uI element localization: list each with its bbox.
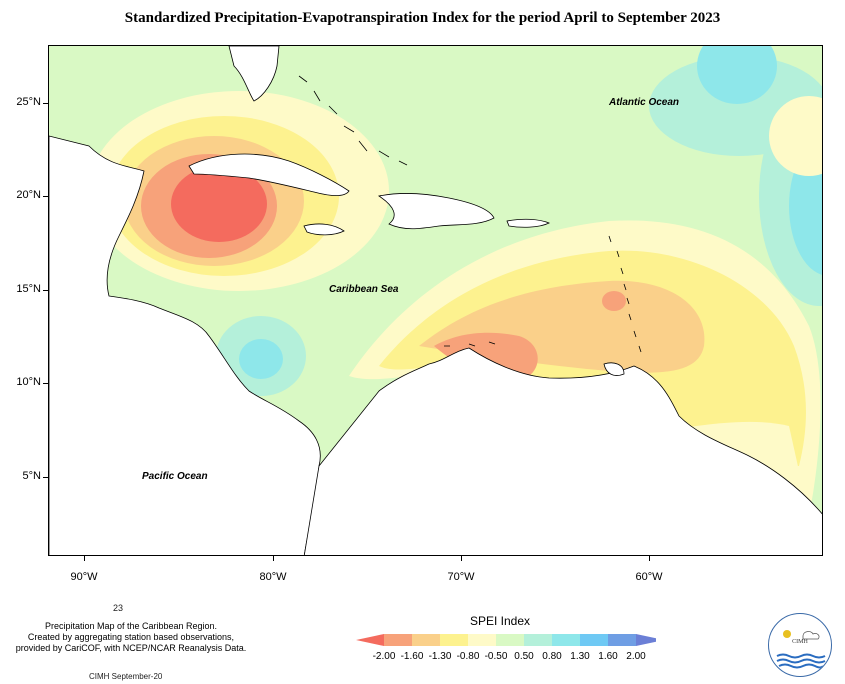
- puerto-rico: [506, 218, 550, 228]
- credits: Precipitation Map of the Caribbean Regio…: [12, 621, 250, 654]
- legend-title: SPEI Index: [469, 614, 531, 628]
- dry-zone-barbados: [602, 291, 626, 311]
- bahamas: [298, 75, 408, 166]
- legend-tick-label: 2.00: [626, 651, 646, 662]
- label-atlantic-ocean: Atlantic Ocean: [609, 97, 680, 108]
- legend-tick-label: 1.60: [598, 651, 618, 662]
- landmasses: [49, 46, 822, 555]
- small-islands: [298, 75, 642, 353]
- credits-line-3: provided by CariCOF, with NCEP/NCAR Rean…: [15, 643, 247, 653]
- credits-line-1: Precipitation Map of the Caribbean Regio…: [44, 621, 218, 631]
- sun-icon: [783, 630, 791, 638]
- lon-tick: [84, 556, 85, 561]
- legend-color-cell: [468, 634, 496, 646]
- page-number: 23: [113, 603, 124, 613]
- dry-zone-venezuela-severe: [434, 332, 538, 380]
- cimh-logo: CIMH: [768, 613, 832, 677]
- cloud-icon: [802, 631, 820, 640]
- legend-color-cell: [580, 634, 608, 646]
- jamaica: [303, 223, 345, 236]
- label-pacific-ocean: Pacific Ocean: [142, 471, 208, 482]
- lon-label-90w: 90°W: [70, 571, 98, 583]
- lat-tick: [43, 196, 48, 197]
- wave-icon: [778, 663, 824, 669]
- legend-tick-label: -2.00: [372, 651, 396, 662]
- wave-icon: [776, 653, 826, 659]
- dry-zone-cuba-extreme: [171, 166, 267, 242]
- lon-tick: [649, 556, 650, 561]
- spei-map-canvas: [49, 46, 822, 555]
- spei-map: [48, 45, 823, 556]
- wave-icon: [776, 658, 826, 664]
- legend-colorbar: [356, 634, 656, 646]
- legend-color-cell: [552, 634, 580, 646]
- legend-tick-label: -1.60: [400, 651, 424, 662]
- lon-label-60w: 60°W: [635, 571, 663, 583]
- lat-label-5n: 5°N: [22, 470, 41, 482]
- cimh-logo-graphic: [776, 630, 826, 669]
- abc-islands: [444, 341, 496, 347]
- lat-label-10n: 10°N: [16, 376, 41, 388]
- legend-tick-label: -0.80: [456, 651, 480, 662]
- legend-color-cell: [524, 634, 552, 646]
- legend-tick-label: 0.80: [542, 651, 562, 662]
- neutral-zone-east: [769, 96, 822, 176]
- lon-tick: [461, 556, 462, 561]
- lat-tick: [43, 103, 48, 104]
- lat-tick: [43, 477, 48, 478]
- hispaniola: [377, 193, 495, 230]
- legend-cells: [356, 634, 656, 646]
- wet-zone-panama-core: [239, 339, 283, 379]
- lat-label-25n: 25°N: [16, 96, 41, 108]
- legend-color-cell: [636, 634, 656, 646]
- legend-color-cell: [440, 634, 468, 646]
- florida: [228, 46, 280, 102]
- lon-tick: [273, 556, 274, 561]
- central-america: [49, 135, 321, 555]
- lat-tick: [43, 383, 48, 384]
- lon-label-70w: 70°W: [447, 571, 475, 583]
- legend-color-cell: [608, 634, 636, 646]
- legend-tick-label: -1.30: [428, 651, 452, 662]
- legend-color-cell: [384, 634, 412, 646]
- wet-zone-north-core: [697, 46, 777, 104]
- source-note: CIMH September-20: [89, 672, 163, 681]
- lat-label-20n: 20°N: [16, 189, 41, 201]
- legend-color-cell: [496, 634, 524, 646]
- map-title: Standardized Precipitation-Evapotranspir…: [124, 10, 721, 26]
- lat-tick: [43, 290, 48, 291]
- south-america: [303, 347, 822, 555]
- legend-color-cell: [412, 634, 440, 646]
- lat-label-15n: 15°N: [16, 283, 41, 295]
- label-caribbean-sea: Caribbean Sea: [329, 284, 399, 295]
- credits-line-2: Created by aggregating station based obs…: [27, 632, 235, 642]
- legend-tick-label: -0.50: [484, 651, 508, 662]
- trinidad: [603, 362, 625, 376]
- legend-tick-label: 0.50: [514, 651, 534, 662]
- lon-label-80w: 80°W: [259, 571, 287, 583]
- logo-text: CIMH: [792, 639, 808, 645]
- cuba: [188, 153, 350, 197]
- legend-color-cell: [356, 634, 384, 646]
- lesser-antilles: [608, 235, 642, 353]
- legend-tick-label: 1.30: [570, 651, 590, 662]
